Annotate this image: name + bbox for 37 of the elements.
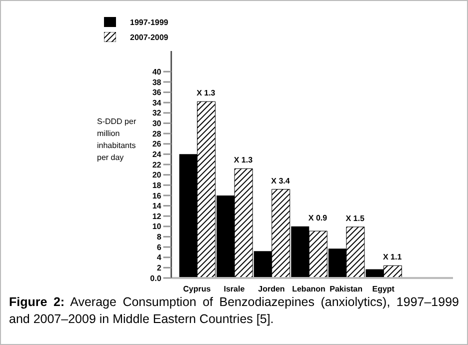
legend-label: 1997-1999: [130, 18, 168, 26]
y-tick-label: 8: [156, 232, 162, 242]
y-tick-label: 12: [152, 212, 162, 221]
y-tick-label: 30: [152, 119, 162, 128]
x-tick-label: Lebanon: [292, 284, 326, 294]
annotation: X 1.3: [196, 88, 216, 98]
y-tick-label: 18: [152, 180, 162, 190]
x-tick-label: Jorden: [258, 284, 285, 294]
y-tick-label: 38: [152, 78, 162, 87]
x-tick-label: Israle: [224, 284, 246, 294]
y-tick-label: 28: [152, 129, 162, 138]
x-tick-label: Egypt: [372, 284, 395, 294]
y-tick-label: 40: [152, 67, 162, 76]
y-tick-label: 16: [152, 191, 162, 200]
legend-label: 2007-2009: [130, 32, 168, 42]
y-tick-label: 24: [152, 150, 162, 160]
y-tick-label: 4: [156, 253, 162, 262]
y-tick-label: 26: [152, 140, 162, 149]
caption: Figure 2: Average Consumption of Benzodiazepines (anxiolytics), 1997–1999 and 2007–2009 in Middle Eastern Countries [5].: [9, 294, 459, 328]
annotation: X 1.3: [234, 156, 254, 165]
y-tick-label: 36: [152, 88, 162, 98]
y-tick-label: 34: [152, 98, 162, 108]
y-tick-label: 20: [152, 170, 162, 180]
y-tick-label: 32: [152, 108, 162, 118]
x-tick-label: Cyprus: [183, 284, 212, 294]
y-tick-label: 2: [156, 264, 162, 273]
annotation: X 0.9: [308, 213, 328, 222]
annotation: X 1.1: [383, 252, 402, 262]
y-tick-label: 14: [152, 202, 162, 211]
y-tick-label: 0.0: [150, 274, 162, 283]
x-tick-label: Pakistan: [330, 284, 363, 294]
y-tick-label: 10: [152, 222, 162, 232]
y-axis-title: S-DDD per million inhabitants per day: [97, 116, 138, 164]
annotation: X 3.4: [271, 176, 290, 186]
y-tick-label: 6: [156, 242, 162, 252]
annotation: X 1.5: [346, 214, 365, 223]
y-tick-label: 22: [152, 160, 162, 170]
